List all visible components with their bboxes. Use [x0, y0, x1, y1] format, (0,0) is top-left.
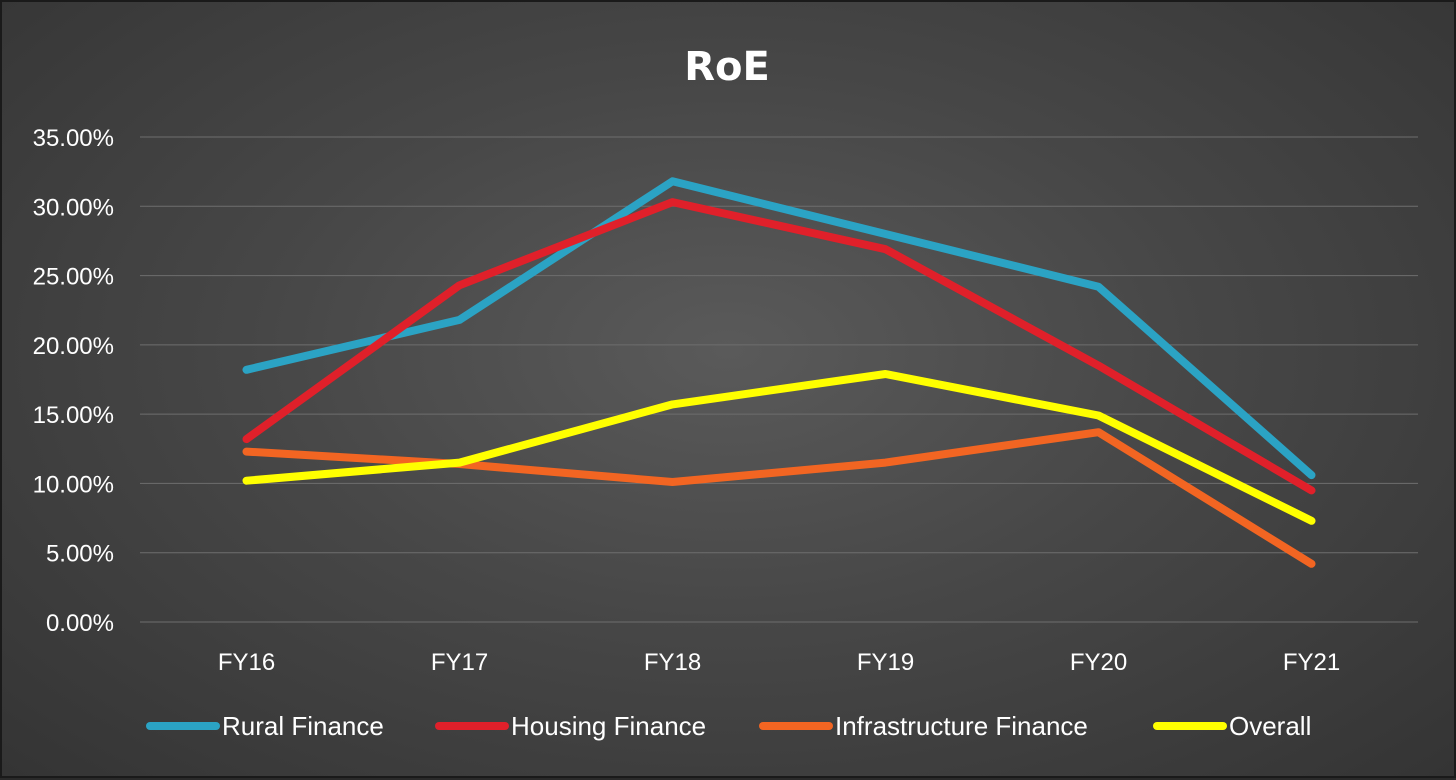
x-tick-label: FY16	[218, 649, 275, 676]
y-tick-label: 15.00%	[33, 402, 114, 429]
x-tick-label: FY19	[857, 649, 914, 676]
series-line-rural-finance	[242, 177, 1316, 480]
x-tick-label: FY20	[1070, 649, 1127, 676]
y-tick-label: 20.00%	[33, 333, 114, 360]
y-axis-tick-labels: 0.00% 5.00% 10.00% 15.00% 20.00% 25.00% 30.00%…	[33, 125, 114, 637]
legend-label-infrastructure-finance: Infrastructure Finance	[835, 711, 1088, 741]
x-tick-label: FY21	[1283, 649, 1340, 676]
x-axis-tick-labels: FY16 FY17 FY18 FY19 FY20 FY21	[218, 649, 1340, 676]
legend-label-rural-finance: Rural Finance	[222, 711, 384, 741]
y-tick-label: 25.00%	[33, 264, 114, 291]
legend-label-housing-finance: Housing Finance	[511, 711, 706, 741]
x-tick-label: FY18	[644, 649, 701, 676]
legend-label-overall: Overall	[1229, 711, 1311, 741]
series-layer	[242, 177, 1316, 568]
y-tick-label: 35.00%	[33, 125, 114, 152]
y-tick-label: 5.00%	[46, 541, 114, 568]
legend: Rural Finance Housing Finance Infrastructu…	[146, 711, 1311, 741]
x-tick-label: FY17	[431, 649, 488, 676]
chart-title: RoE	[684, 44, 770, 90]
y-tick-label: 10.00%	[33, 471, 114, 498]
y-tick-label: 30.00%	[33, 194, 114, 221]
y-tick-label: 0.00%	[46, 610, 114, 637]
series-line-overall	[242, 370, 1316, 525]
series-line-infrastructure-finance	[242, 428, 1316, 568]
series-line-housing-finance	[242, 198, 1316, 495]
